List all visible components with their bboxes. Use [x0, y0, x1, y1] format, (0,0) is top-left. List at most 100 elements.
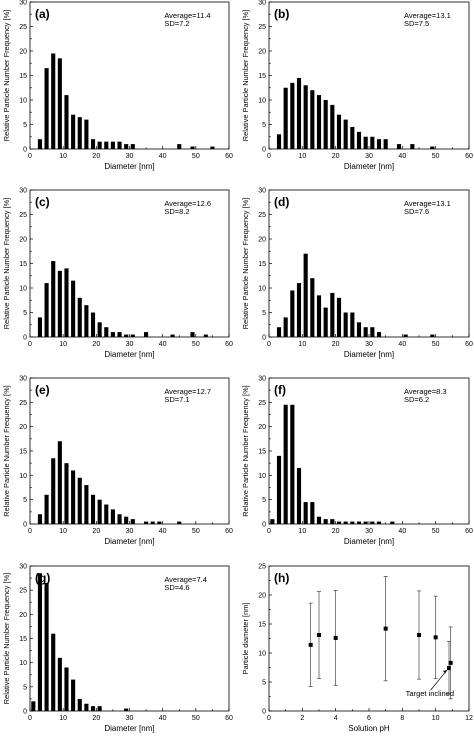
- bar: [64, 95, 69, 149]
- bar: [71, 679, 76, 711]
- y-tick-label: 20: [19, 612, 27, 619]
- x-tick-label: 0: [28, 528, 32, 535]
- y-tick-label: 20: [258, 424, 266, 431]
- bar: [90, 706, 96, 711]
- panel-label: (d): [274, 195, 289, 209]
- y-tick-label: 0: [23, 147, 27, 154]
- x-tick-label: 60: [465, 341, 473, 348]
- y-tick-label: 30: [19, 188, 27, 195]
- sd-annotation: SD=8.2: [164, 207, 189, 216]
- bar: [71, 470, 76, 524]
- bar: [37, 514, 43, 524]
- x-axis-label: Diameter [nm]: [104, 162, 154, 171]
- x-tick-label: 0: [28, 715, 32, 722]
- y-tick-label: 10: [19, 286, 27, 293]
- bar: [330, 519, 335, 524]
- average-annotation: Average=13.1: [404, 11, 451, 20]
- annotation-arrow: [430, 669, 448, 691]
- y-tick-label: 30: [258, 376, 266, 383]
- bar: [376, 521, 382, 524]
- average-annotation: Average=12.7: [164, 387, 211, 396]
- y-tick-label: 10: [19, 660, 27, 667]
- y-tick-label: 15: [258, 73, 266, 80]
- bar: [363, 327, 368, 337]
- bar: [130, 519, 135, 524]
- bar: [44, 283, 49, 337]
- bar: [124, 334, 129, 337]
- x-tick-label: 60: [465, 528, 473, 535]
- y-tick-label: 20: [19, 237, 27, 244]
- bar: [90, 494, 96, 524]
- bar: [336, 297, 342, 337]
- y-tick-label: 10: [258, 651, 266, 658]
- x-tick-label: 0: [28, 341, 32, 348]
- chart-panel: 0 10 20 30 40 50 60 0 5 10 15 20 25 30 Diameter [nm] Re…: [241, 376, 473, 547]
- bar: [117, 332, 122, 337]
- y-tick-label: 5: [262, 680, 266, 687]
- y-tick-label: 0: [262, 709, 266, 716]
- bar: [290, 290, 295, 337]
- y-tick-label: 20: [258, 593, 266, 600]
- x-axis-label: Diameter [nm]: [104, 350, 154, 359]
- y-tick-label: 20: [19, 49, 27, 56]
- bar: [370, 136, 375, 149]
- y-tick-label: 5: [262, 497, 266, 504]
- data-point: [333, 635, 338, 640]
- bar: [77, 477, 82, 524]
- bar: [203, 334, 208, 337]
- bar: [310, 278, 315, 337]
- x-tick-label: 30: [365, 153, 373, 160]
- x-tick-label: 20: [92, 153, 100, 160]
- bar: [110, 141, 115, 149]
- y-tick-label: 30: [258, 188, 266, 195]
- bar: [396, 144, 402, 149]
- bar: [296, 77, 302, 149]
- sd-annotation: SD=7.6: [404, 207, 429, 216]
- x-tick-label: 60: [225, 153, 233, 160]
- y-axis-label: Relative Particle Number Frequency [%]: [2, 10, 11, 141]
- data-point: [433, 635, 438, 640]
- x-tick-label: 40: [398, 528, 406, 535]
- bar: [97, 706, 102, 711]
- bar: [124, 144, 129, 149]
- bar: [343, 119, 348, 149]
- data-point: [448, 660, 453, 665]
- average-annotation: Average=11.4: [164, 11, 210, 20]
- bar: [316, 516, 322, 524]
- bar: [57, 270, 62, 337]
- panel-label: (f): [274, 383, 286, 397]
- panel-label: (b): [274, 7, 289, 21]
- bar: [323, 307, 328, 337]
- y-tick-label: 0: [262, 335, 266, 342]
- bar: [276, 134, 282, 149]
- bar: [77, 297, 82, 337]
- y-tick-label: 15: [19, 261, 27, 268]
- bar: [390, 521, 395, 524]
- x-tick-label: 8: [400, 715, 404, 722]
- bar: [64, 268, 69, 337]
- x-tick-label: 40: [398, 341, 406, 348]
- x-axis-label: Diameter [nm]: [344, 162, 394, 171]
- y-tick-label: 25: [258, 564, 266, 571]
- bar: [376, 139, 382, 149]
- bar: [330, 292, 335, 337]
- bar: [343, 312, 348, 337]
- x-tick-label: 30: [365, 341, 373, 348]
- y-axis-label: Relative Particle Number Frequency [%]: [241, 198, 250, 329]
- y-tick-label: 15: [258, 261, 266, 268]
- bar: [44, 68, 49, 149]
- panel-label: (e): [35, 383, 50, 397]
- bar: [316, 95, 322, 149]
- bar: [124, 516, 129, 524]
- bar: [130, 334, 135, 337]
- y-tick-label: 25: [19, 400, 27, 407]
- x-axis-label: Diameter [nm]: [104, 724, 154, 733]
- bar: [117, 141, 122, 149]
- average-annotation: Average=12.6: [164, 199, 211, 208]
- x-tick-label: 30: [126, 715, 134, 722]
- y-axis-label: Particle diameter [nm]: [241, 603, 250, 675]
- bar: [104, 504, 109, 524]
- bar: [410, 144, 415, 149]
- x-axis-label: Solution pH: [348, 724, 390, 733]
